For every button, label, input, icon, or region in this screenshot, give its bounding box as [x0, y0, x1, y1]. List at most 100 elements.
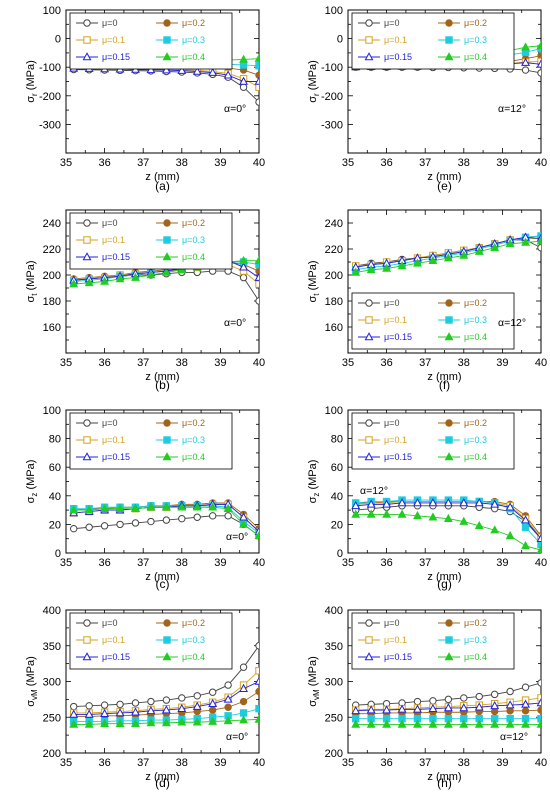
legend-marker — [163, 419, 171, 427]
y-tick-label: 160 — [43, 322, 61, 334]
y-tick-label: 400 — [325, 605, 343, 617]
legend-label: μ=0.4 — [464, 452, 487, 462]
legend-label: μ=0.1 — [384, 315, 407, 325]
y-tick-label: 100 — [325, 405, 343, 417]
data-point — [208, 67, 218, 76]
data-point — [131, 699, 140, 707]
data-point — [351, 705, 361, 715]
legend-marker — [83, 436, 91, 444]
data-point — [521, 42, 531, 51]
data-point — [161, 502, 171, 511]
legend-label: μ=0.1 — [384, 435, 407, 445]
legend-label: μ=0.15 — [384, 52, 412, 62]
data-point — [366, 719, 376, 728]
chart-panel: 35 36 37 38 39 40 160 180 200 220 240 z (mm) σt (MPa… — [307, 209, 547, 392]
data-point — [255, 98, 259, 106]
y-tick-label: 200 — [325, 748, 343, 760]
data-point — [490, 690, 499, 699]
x-tick-label: 39 — [496, 157, 508, 169]
y-tick-label: 80 — [49, 434, 61, 446]
legend-marker — [365, 436, 373, 444]
data-point — [208, 716, 218, 725]
data-point — [162, 696, 171, 704]
data-point — [193, 692, 201, 700]
legend-box — [351, 612, 515, 670]
data-point — [84, 277, 94, 287]
data-point — [115, 718, 125, 727]
x-tick-label: 38 — [458, 157, 470, 169]
data-point — [413, 258, 422, 267]
data-point — [428, 512, 438, 521]
x-tick-label: 38 — [458, 357, 470, 369]
angle-annotation: α=0° — [226, 531, 248, 543]
data-point — [351, 719, 361, 728]
legend-marker — [162, 52, 172, 61]
data-point — [505, 719, 515, 728]
legend-marker — [163, 619, 171, 627]
data-point — [255, 71, 259, 79]
data-point — [177, 502, 187, 511]
x-tick-label: 38 — [176, 357, 188, 369]
legend-marker — [83, 236, 91, 244]
y-tick-label: 200 — [43, 270, 61, 282]
data-point — [146, 705, 156, 715]
data-point — [413, 697, 422, 706]
data-point — [192, 502, 202, 511]
panel-caption: (c) — [156, 577, 170, 591]
legend: μ=0 μ=0.2 μ=0.1 μ=0.3 μ=0.15 μ=0.4 — [69, 612, 233, 670]
legend-label: μ=0 — [102, 418, 117, 428]
data-point — [255, 667, 259, 675]
legend: μ=0 μ=0.2 μ=0.1 μ=0.3 μ=0.15 μ=0.4 — [69, 12, 233, 70]
x-tick-label: 35 — [60, 357, 72, 369]
data-point — [239, 76, 249, 85]
y-axis-label: σt (MPa) — [307, 260, 321, 302]
legend-marker — [444, 652, 454, 661]
legend-label: μ=0 — [384, 418, 399, 428]
x-axis-label: z (mm) — [427, 171, 461, 183]
data-point — [131, 519, 140, 527]
x-axis-label: z (mm) — [145, 771, 179, 783]
x-axis-label: z (mm) — [427, 771, 461, 783]
x-tick-label: 36 — [380, 157, 392, 169]
y-tick-label: -100 — [39, 62, 61, 74]
y-tick-label: 0 — [337, 34, 343, 46]
chart-panel: 35 36 37 38 39 40 0 20 40 60 80 100 z (mm) σz (MPa) μ=… — [307, 405, 547, 591]
legend-marker — [163, 436, 171, 444]
legend-label: μ=0.1 — [102, 635, 125, 645]
legend-label: μ=0.15 — [102, 652, 130, 662]
panel-caption: (g) — [437, 577, 452, 591]
x-tick-label: 40 — [253, 357, 265, 369]
data-point — [537, 244, 541, 252]
y-tick-label: 40 — [331, 491, 343, 503]
legend-label: μ=0 — [384, 298, 399, 308]
x-tick-label: 35 — [60, 557, 72, 569]
panel-caption: (d) — [155, 776, 170, 790]
data-point — [100, 522, 109, 530]
data-point — [255, 642, 259, 650]
data-point — [429, 697, 437, 705]
chart-panel: 35 36 37 38 39 40 0 20 40 60 80 100 z (mm) σz (MPa) μ=… — [25, 405, 265, 591]
legend-label: μ=0 — [384, 18, 399, 28]
legend-marker — [82, 652, 92, 661]
data-point — [537, 706, 541, 714]
legend-label: μ=0.3 — [182, 235, 205, 245]
data-point — [428, 719, 438, 728]
data-point — [474, 702, 484, 711]
y-tick-label: 350 — [325, 641, 343, 653]
data-point — [537, 540, 541, 549]
data-point — [116, 700, 124, 709]
data-point — [70, 702, 78, 711]
data-point — [521, 57, 531, 66]
legend-label: μ=0 — [384, 618, 399, 628]
data-point — [521, 237, 531, 246]
data-point — [537, 232, 541, 240]
y-tick-label: 180 — [43, 296, 61, 308]
y-axis-label: σr (MPa) — [307, 60, 321, 102]
x-axis-label: z (mm) — [145, 371, 179, 383]
y-tick-label: 0 — [337, 548, 343, 560]
data-point — [147, 697, 155, 706]
legend: μ=0 μ=0.2 μ=0.1 μ=0.3 μ=0.15 μ=0.4 — [69, 412, 233, 470]
legend-label: μ=0.2 — [464, 418, 487, 428]
x-tick-label: 38 — [458, 757, 470, 769]
